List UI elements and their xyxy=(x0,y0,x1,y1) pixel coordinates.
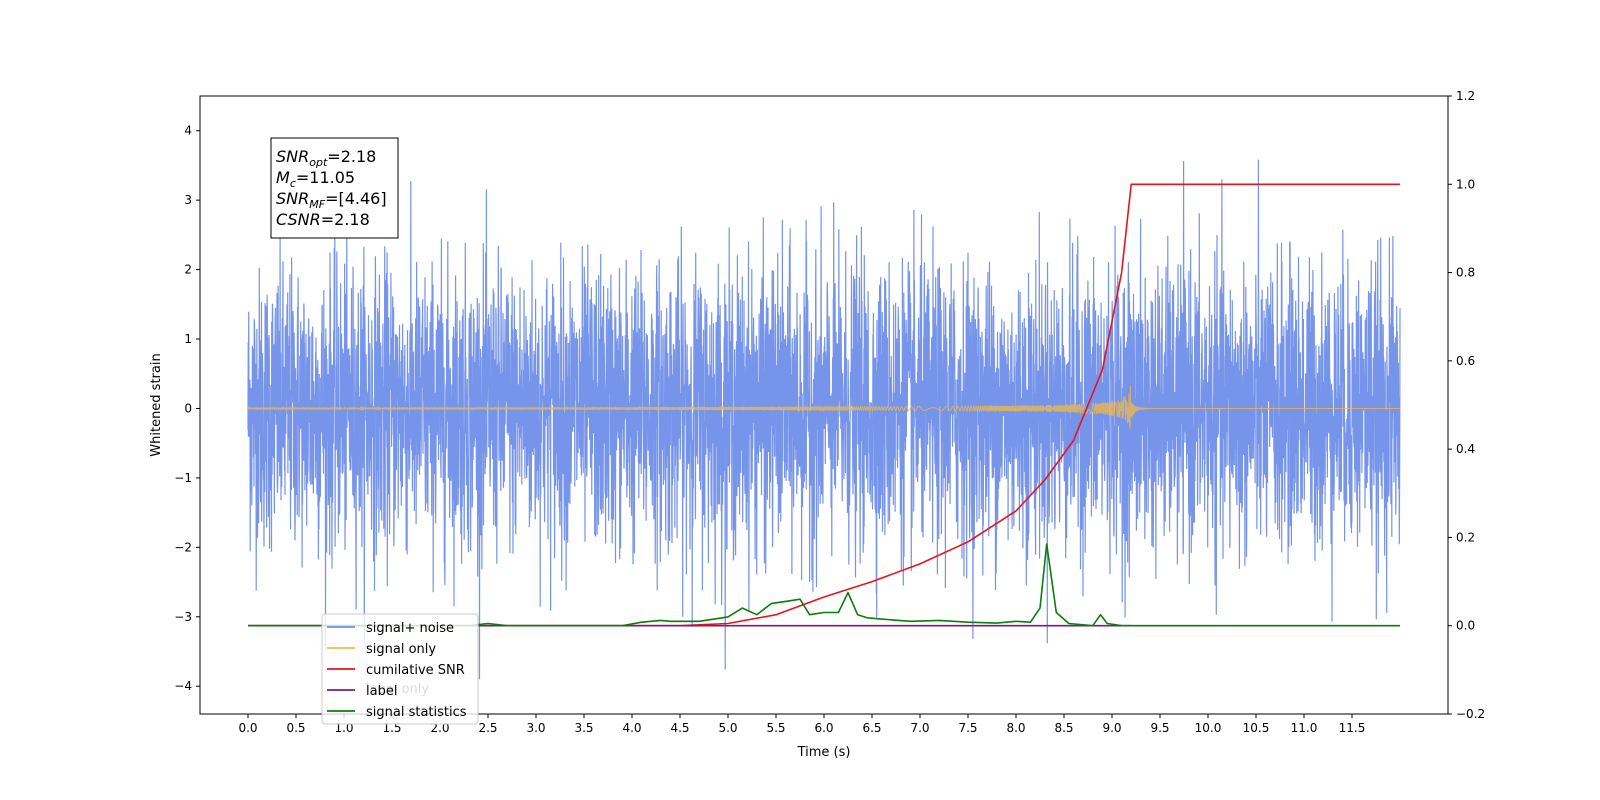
x-tick-label: 7.5 xyxy=(958,721,977,735)
legend: label only signal+ noise signal only cumila… xyxy=(321,613,479,725)
x-tick-label: 11.0 xyxy=(1291,721,1318,735)
y-tick-label: 1 xyxy=(184,332,192,346)
legend-overlap-text: label only xyxy=(366,682,429,697)
legend-label: signal+ noise xyxy=(366,621,454,636)
series-signal-only xyxy=(247,385,1400,430)
x-tick-label: 0.5 xyxy=(286,721,305,735)
legend-frame xyxy=(321,613,479,725)
x-tick-label: 3.0 xyxy=(526,721,545,735)
annotation-subscript: opt xyxy=(309,156,328,169)
annotation-value: =[4.46] xyxy=(325,189,387,208)
annotation-symbol: M xyxy=(276,168,290,187)
y-axis-label: Whitened strain xyxy=(149,353,164,456)
annotation-line: Mc=11.05 xyxy=(276,168,355,190)
y-right-tick-label: 1.2 xyxy=(1456,89,1475,103)
y-right-tick-label: 0.6 xyxy=(1456,354,1475,368)
x-tick-label: 2.5 xyxy=(478,721,497,735)
y-tick-label: −1 xyxy=(174,471,192,485)
y-right-tick-label: 0.2 xyxy=(1456,530,1475,544)
x-tick-label: 9.0 xyxy=(1102,721,1121,735)
y-tick-label: −3 xyxy=(174,610,192,624)
y-right-tick-label: 0.8 xyxy=(1456,266,1475,280)
annotation-value: =11.05 xyxy=(296,168,355,187)
x-tick-label: 5.5 xyxy=(766,721,785,735)
x-axis-label: Time (s) xyxy=(797,745,851,760)
x-tick-label: 11.5 xyxy=(1339,721,1366,735)
y-tick-label: −4 xyxy=(174,679,192,693)
x-tick-label: 0.0 xyxy=(238,721,257,735)
x-tick-label: 6.0 xyxy=(814,721,833,735)
series-cumulative-snr xyxy=(248,183,1400,627)
annotation-subscript: MF xyxy=(309,198,325,211)
x-tick-label: 3.5 xyxy=(574,721,593,735)
y-tick-label: 4 xyxy=(184,124,192,138)
y-right-tick-label: 0.0 xyxy=(1456,619,1475,633)
x-tick-label: 10.0 xyxy=(1195,721,1222,735)
annotation-line: SNRopt=2.18 xyxy=(276,147,376,169)
legend-label: label xyxy=(366,684,397,699)
y-right-tick-label: −0.2 xyxy=(1456,707,1485,721)
annotation-line: SNRMF=[4.46] xyxy=(276,189,387,211)
x-tick-label: 7.0 xyxy=(910,721,929,735)
y-tick-label: 3 xyxy=(184,193,192,207)
x-tick-label: 9.5 xyxy=(1150,721,1169,735)
annotation-frame xyxy=(270,137,399,239)
x-tick-label: 4.0 xyxy=(622,721,641,735)
y-right-tick-label: 0.4 xyxy=(1456,442,1475,456)
legend-label: signal statistics xyxy=(366,705,467,720)
legend-label: signal only xyxy=(366,642,436,657)
annotation-subscript: c xyxy=(290,177,296,190)
x-tick-label: 8.5 xyxy=(1054,721,1073,735)
series-signal-statistics xyxy=(248,543,1400,627)
x-tick-label: 5.0 xyxy=(718,721,737,735)
x-tick-label: 8.0 xyxy=(1006,721,1025,735)
legend-label: cumilative SNR xyxy=(366,663,465,678)
annotation-line: CSNR=2.18 xyxy=(276,210,370,229)
y-tick-label: −2 xyxy=(174,540,192,554)
annotation-symbol: SNR xyxy=(276,147,309,166)
annotation-value: =2.18 xyxy=(327,147,376,166)
y-axis-right: 1.2 1.0 0.8 0.6 0.4 0.2 0.0 −0.2 xyxy=(1448,89,1485,721)
y-right-tick-label: 1.0 xyxy=(1456,177,1475,191)
y-axis-left: 4 3 2 1 0 −1 −2 −3 −4 xyxy=(174,124,200,693)
x-tick-label: 4.5 xyxy=(670,721,689,735)
x-axis: 0.0 0.5 1.0 1.5 2.0 2.5 3.0 3.5 4.0 4.5 5.0 5.5 6.0 6… xyxy=(238,714,1365,735)
x-tick-label: 10.5 xyxy=(1243,721,1270,735)
y-tick-label: 0 xyxy=(184,401,192,415)
annotation-symbol: CSNR xyxy=(276,210,321,229)
series-signal-noise xyxy=(247,159,1401,680)
annotation-symbol: SNR xyxy=(276,189,309,208)
y-tick-label: 2 xyxy=(184,263,192,277)
annotation-value: =2.18 xyxy=(321,210,370,229)
x-tick-label: 6.5 xyxy=(862,721,881,735)
